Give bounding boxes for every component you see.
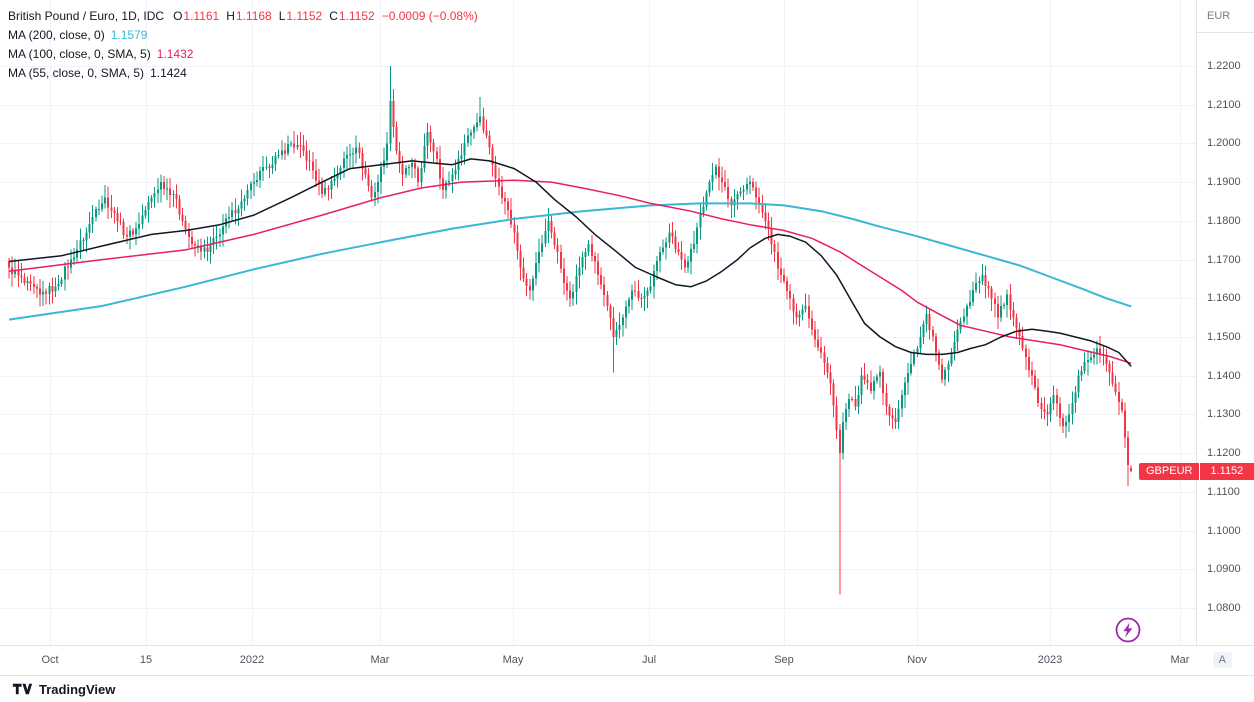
high-value: 1.1168 xyxy=(235,8,272,23)
indicator-ma-100-label: MA (100, close, 0, SMA, 5) xyxy=(8,46,151,61)
flash-marker-icon[interactable] xyxy=(1112,614,1144,646)
change-value: −0.0009 (−0.08%) xyxy=(381,8,478,23)
indicator-ma-200-value: 1.1579 xyxy=(110,27,148,42)
ma-line-ma-100 xyxy=(8,179,1132,365)
low-label: L xyxy=(278,8,286,23)
indicator-ma-55-label: MA (55, close, 0, SMA, 5) xyxy=(8,65,145,80)
time-tick-label: 2022 xyxy=(239,654,265,666)
tradingview-logo-icon xyxy=(12,683,33,695)
open-label: O xyxy=(173,8,183,23)
last-price-tag-symbol: GBPEUR xyxy=(1139,463,1200,480)
time-tick-label: 2023 xyxy=(1037,654,1063,666)
symbol-title[interactable]: British Pound / Euro, 1D, IDC xyxy=(8,8,165,23)
indicator-ma-100[interactable]: MA (100, close, 0, SMA, 5) 1.1432 xyxy=(8,44,478,63)
price-tick-label: 1.0800 xyxy=(1207,602,1241,614)
price-tick-label: 1.1900 xyxy=(1207,176,1241,189)
ohlc-high: H1.1168 xyxy=(226,9,271,23)
price-tick-label: 1.2000 xyxy=(1207,137,1241,150)
candlestick-chart[interactable] xyxy=(0,0,1196,645)
price-tick-label: 1.1800 xyxy=(1207,214,1241,227)
time-tick-label: Mar xyxy=(1170,654,1190,666)
price-tick-label: 1.2100 xyxy=(1207,98,1241,111)
ma-line-ma-200 xyxy=(8,202,1132,321)
axis-currency-label: EUR xyxy=(1207,10,1231,22)
open-value: 1.1161 xyxy=(183,8,220,23)
price-tick-label: 1.2200 xyxy=(1207,60,1241,72)
close-value: 1.1152 xyxy=(338,8,375,23)
price-tick-label: 1.0900 xyxy=(1207,563,1241,576)
axis-divider xyxy=(1197,32,1254,33)
indicator-ma-200[interactable]: MA (200, close, 0) 1.1579 xyxy=(8,25,478,44)
price-tick-label: 1.1300 xyxy=(1207,408,1241,421)
price-tick-label: 1.1100 xyxy=(1207,485,1240,498)
price-tick-label: 1.1500 xyxy=(1207,331,1241,343)
time-tick-label: May xyxy=(502,654,524,666)
close-label: C xyxy=(329,8,338,23)
ma-line-ma-55 xyxy=(8,158,1132,367)
high-label: H xyxy=(226,8,235,23)
ohlc-low: L1.1152 xyxy=(279,9,323,23)
ohlc-open: O1.1161 xyxy=(173,9,219,23)
price-tick-label: 1.1600 xyxy=(1207,292,1241,305)
price-axis[interactable]: EUR 1.2200 1.2100 1.2000 1.1900 1.1800 1.1700… xyxy=(1196,0,1254,645)
time-tick-label: Oct xyxy=(41,654,59,666)
time-tick-label: Nov xyxy=(907,654,927,666)
tradingview-logo[interactable]: TradingView xyxy=(12,682,115,697)
indicator-ma-55[interactable]: MA (55, close, 0, SMA, 5) 1.1424 xyxy=(8,63,478,82)
last-price-tag: GBPEUR 1.1152 xyxy=(1139,463,1254,480)
time-tick-label: Mar xyxy=(370,654,390,666)
chart-legend: British Pound / Euro, 1D, IDC O1.1161 H1… xyxy=(8,6,478,82)
price-tick-label: 1.1700 xyxy=(1207,253,1241,266)
axis-setting-badge[interactable]: A xyxy=(1212,652,1232,668)
candles-layer xyxy=(8,66,1133,595)
time-tick-label: Sep xyxy=(774,654,794,666)
time-tick-label: 15 xyxy=(139,654,153,666)
ohlc-close: C1.1152 xyxy=(329,9,374,23)
time-axis[interactable]: Oct 15 2022 Mar May Jul Sep Nov 2023 Mar A xyxy=(0,645,1254,675)
price-tick-label: 1.1200 xyxy=(1207,447,1241,460)
time-tick-label: Jul xyxy=(641,654,657,666)
last-price-tag-value: 1.1152 xyxy=(1199,463,1254,480)
symbol-ohlc-row: British Pound / Euro, 1D, IDC O1.1161 H1… xyxy=(8,6,478,25)
price-tick-label: 1.1400 xyxy=(1207,369,1241,382)
indicator-ma-55-value: 1.1424 xyxy=(150,65,187,80)
indicator-ma-100-value: 1.1432 xyxy=(156,46,194,61)
tradingview-logo-text: TradingView xyxy=(39,681,116,697)
grid-layer xyxy=(0,0,1196,645)
indicator-ma-200-label: MA (200, close, 0) xyxy=(8,27,105,42)
price-tick-label: 1.1000 xyxy=(1207,524,1241,537)
low-value: 1.1152 xyxy=(286,8,323,23)
bottom-toolbar: TradingView xyxy=(0,675,1254,702)
